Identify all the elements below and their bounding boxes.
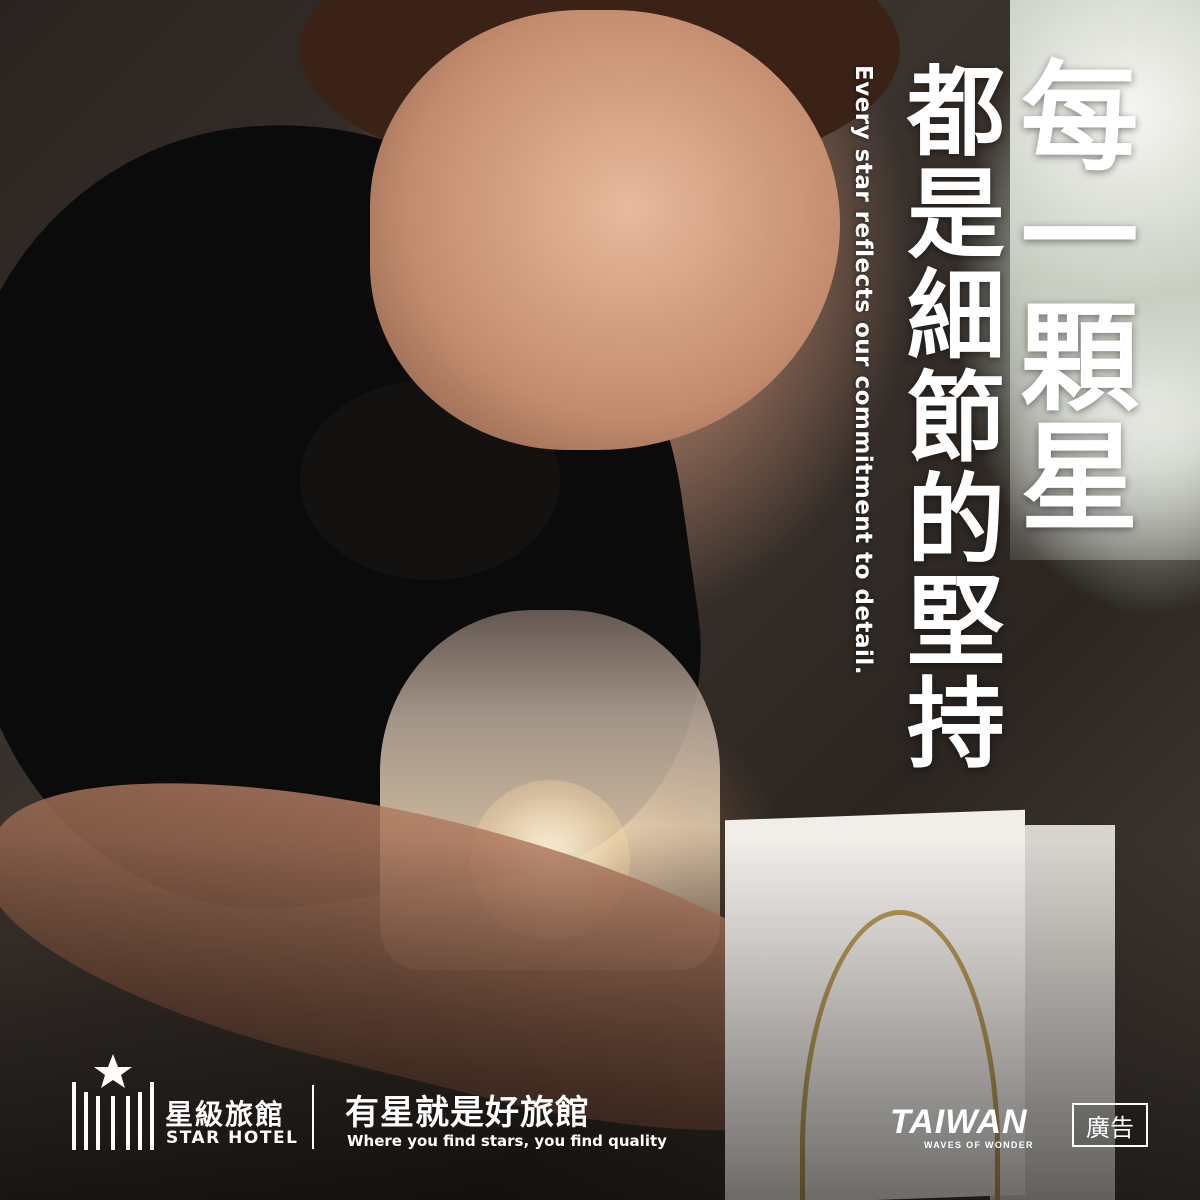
headline-line-1: 每一顆星 <box>1000 55 1138 535</box>
brand-name-en: STAR HOTEL <box>166 1128 299 1148</box>
slogan-en: Where you find stars, you find quality <box>347 1132 667 1150</box>
headline-line-2: 都是細節的堅持 <box>890 60 1004 774</box>
headline-english: Every star reflects our commitment to de… <box>850 65 876 676</box>
ad-label-badge: 廣告 <box>1072 1103 1148 1147</box>
taiwan-logo: TAIWAN <box>890 1103 1028 1141</box>
brand-name-zh: 星級旅館 <box>165 1098 286 1131</box>
footer-divider <box>312 1085 314 1149</box>
taiwan-tagline: WAVES OF WONDER <box>924 1140 1034 1150</box>
slogan-zh: 有星就是好旅館 <box>345 1093 590 1133</box>
star-hotel-logo-icon <box>72 1054 154 1150</box>
